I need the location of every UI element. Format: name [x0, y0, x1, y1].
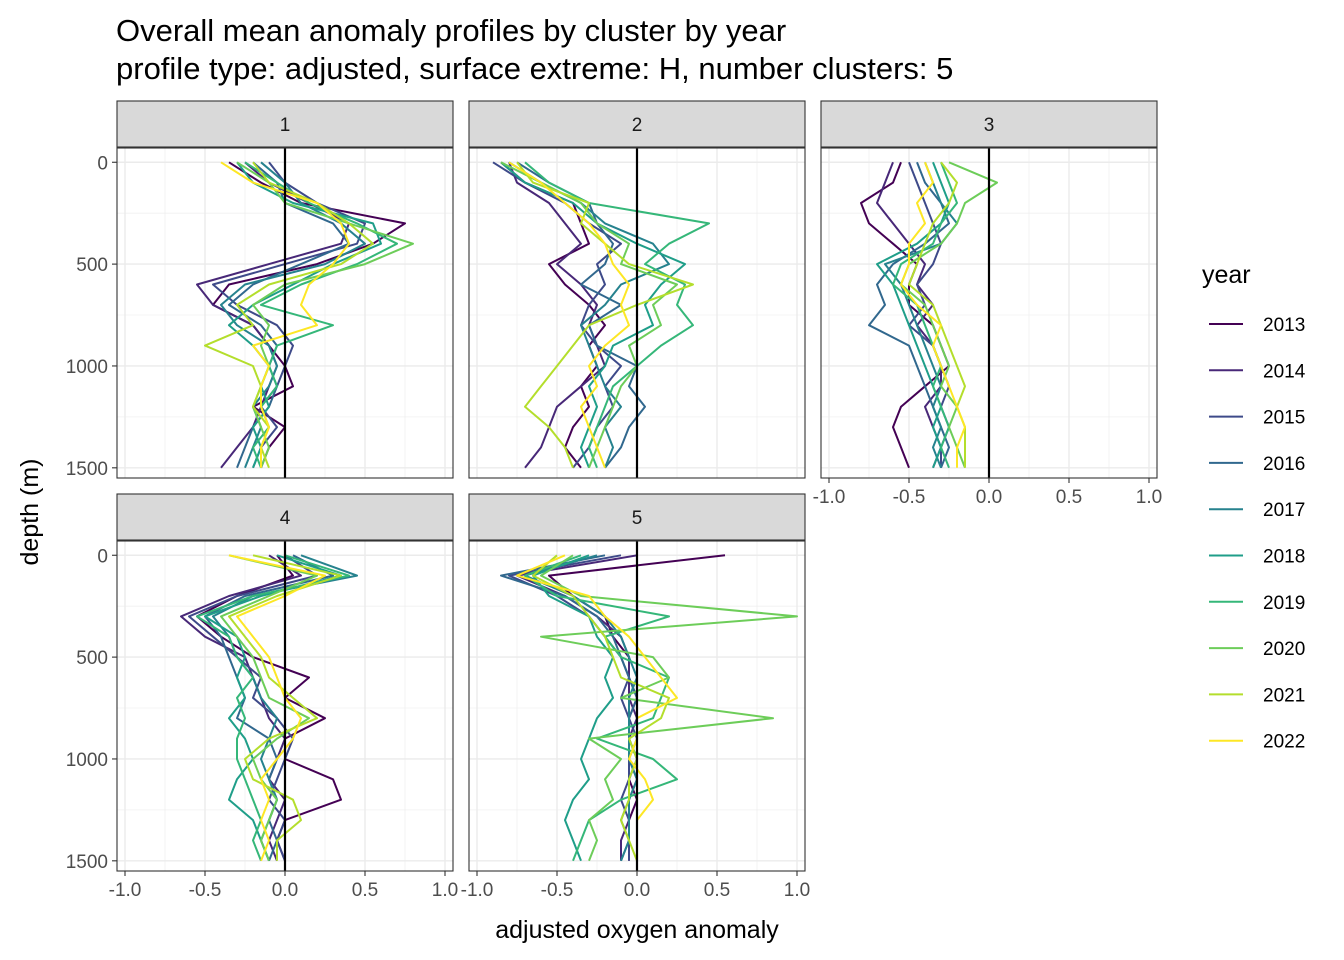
legend-label: 2014	[1263, 361, 1306, 382]
x-tick-label: -1.0	[109, 880, 142, 901]
x-tick-label: -1.0	[813, 487, 846, 508]
series-line-2021	[532, 554, 670, 862]
legend: year 2013 2014 2015 2016 2017 2018 2019 2020 202…	[1202, 261, 1306, 753]
series-group	[492, 161, 710, 469]
facet-strip	[820, 100, 1158, 148]
facet-panels: 1 0 500 1000 1500 2 3 -1.0 -0.5 0.0 0.5 1.0 4 -1.0 -0.…	[66, 100, 1162, 901]
x-tick-label: 0.5	[704, 880, 730, 901]
legend-label: 2017	[1263, 500, 1305, 521]
legend-label: 2022	[1263, 732, 1305, 753]
legend-title: year	[1202, 261, 1251, 289]
series-group	[860, 161, 998, 469]
facet-panel-5: 5 -1.0 -0.5 0.0 0.5 1.0	[461, 493, 810, 901]
x-tick-label: 1.0	[1136, 487, 1162, 508]
y-tick-label: 500	[76, 255, 108, 276]
series-line-2020	[500, 161, 678, 469]
series-line-2020	[540, 554, 798, 862]
series-line-2014	[876, 161, 942, 469]
series-line-2019	[196, 554, 350, 862]
y-tick-label: 1000	[66, 750, 108, 771]
series-line-2017	[524, 554, 638, 862]
y-tick-label: 0	[97, 153, 108, 174]
facet-panel-1: 1 0 500 1000 1500	[66, 100, 454, 480]
facet-strip	[116, 100, 454, 148]
legend-label: 2016	[1263, 454, 1305, 475]
series-line-2022	[516, 554, 678, 861]
y-tick-label: 1500	[66, 459, 108, 480]
legend-label: 2013	[1263, 315, 1305, 336]
x-tick-label: 0.5	[352, 880, 378, 901]
x-tick-label: 1.0	[432, 880, 458, 901]
facet-strip-label: 5	[632, 508, 643, 529]
series-line-2022	[900, 161, 966, 468]
legend-label: 2015	[1263, 408, 1305, 429]
y-axis-title: depth (m)	[16, 459, 44, 566]
panel-border	[116, 147, 454, 479]
legend-label: 2021	[1263, 685, 1305, 706]
x-tick-label: 1.0	[784, 880, 810, 901]
series-line-2022	[508, 161, 630, 469]
series-line-2015	[188, 554, 318, 862]
series-group	[196, 161, 414, 469]
series-line-2019	[524, 161, 710, 469]
x-tick-label: 0.0	[624, 880, 650, 901]
x-axis-title: adjusted oxygen anomaly	[495, 916, 779, 944]
x-tick-label: -0.5	[893, 487, 926, 508]
facet-strip-label: 2	[632, 115, 643, 136]
chart-title: Overall mean anomaly profiles by cluster…	[116, 13, 786, 48]
series-line-2021	[228, 554, 342, 861]
series-line-2018	[204, 554, 342, 862]
series-line-2020	[236, 161, 414, 469]
series-line-2021	[516, 161, 694, 469]
x-tick-label: -0.5	[541, 880, 574, 901]
x-tick-label: -0.5	[189, 880, 222, 901]
x-tick-label: -1.0	[461, 880, 494, 901]
facet-strip	[468, 493, 806, 541]
legend-label: 2019	[1263, 593, 1305, 614]
series-line-2018	[532, 554, 614, 862]
facet-strip	[116, 493, 454, 541]
series-group	[180, 554, 358, 862]
series-line-2022	[220, 161, 350, 468]
facet-panel-3: 3 -1.0 -0.5 0.0 0.5 1.0	[813, 100, 1162, 508]
x-tick-label: 0.0	[976, 487, 1002, 508]
legend-label: 2018	[1263, 547, 1305, 568]
y-tick-label: 500	[76, 648, 108, 669]
chart-subtitle: profile type: adjusted, surface extreme:…	[116, 51, 953, 86]
legend-label: 2020	[1263, 639, 1305, 660]
panel-border	[468, 147, 806, 479]
facet-panel-2: 2	[468, 100, 806, 479]
series-line-2021	[204, 161, 374, 469]
facet-strip-label: 3	[984, 115, 995, 136]
series-line-2020	[220, 554, 318, 862]
facet-strip-label: 4	[280, 508, 291, 529]
series-line-2022	[228, 554, 326, 862]
series-line-2019	[892, 161, 958, 469]
facet-panel-4: 4 -1.0 -0.5 0.0 0.5 1.0 0 500 1000 1500	[66, 493, 458, 901]
series-line-2017	[508, 161, 670, 469]
x-tick-label: 0.5	[1056, 487, 1082, 508]
series-line-2018	[876, 161, 950, 469]
x-tick-label: 0.0	[272, 880, 298, 901]
series-group	[500, 554, 798, 862]
y-tick-label: 1000	[66, 357, 108, 378]
facet-strip	[468, 100, 806, 148]
y-tick-label: 0	[97, 546, 108, 567]
series-line-2015	[212, 161, 366, 469]
y-tick-label: 1500	[66, 852, 108, 873]
facet-strip-label: 1	[280, 115, 291, 136]
